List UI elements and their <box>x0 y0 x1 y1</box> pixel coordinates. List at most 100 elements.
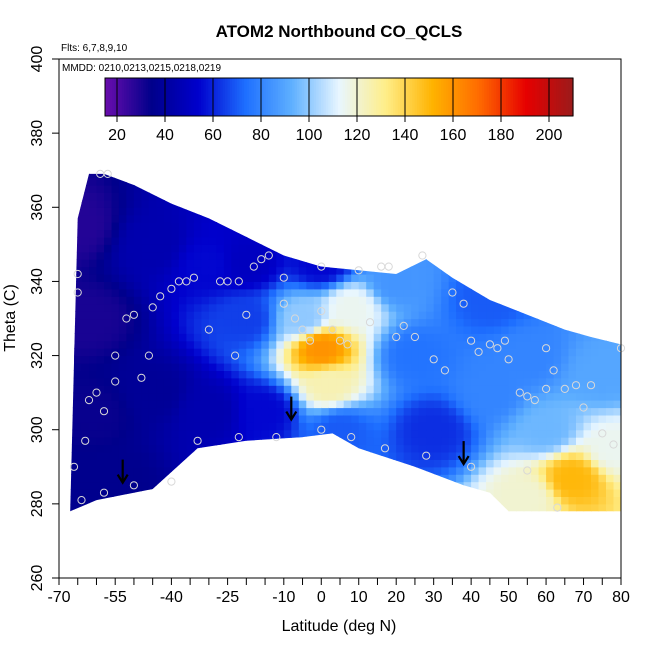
field-cell <box>516 288 525 297</box>
field-cell <box>366 392 375 401</box>
colorbar-tick-label: 140 <box>392 127 419 144</box>
field-cell <box>598 244 607 253</box>
field-cell <box>291 355 300 364</box>
y-tick-label: 400 <box>29 46 46 73</box>
field-cell <box>538 199 547 208</box>
field-cell <box>96 437 105 446</box>
field-cell <box>186 355 195 364</box>
field-cell <box>313 333 322 342</box>
field-cell <box>568 303 577 312</box>
field-cell <box>239 163 247 171</box>
field-cell <box>216 318 225 327</box>
field-cell <box>598 266 607 275</box>
field-cell <box>253 281 262 290</box>
field-cell <box>223 429 232 438</box>
field-cell <box>133 474 142 483</box>
field-cell <box>373 377 382 386</box>
field-cell <box>456 340 465 349</box>
field-cell <box>448 318 457 327</box>
field-cell <box>81 400 90 409</box>
field-cell <box>89 414 98 423</box>
field-cell <box>433 288 442 297</box>
field-cell <box>553 333 562 342</box>
field-cell <box>501 177 510 186</box>
field-cell <box>508 422 517 431</box>
field-cell <box>313 311 322 320</box>
field-cell <box>418 333 427 342</box>
field-cell <box>268 363 277 371</box>
field-cell <box>306 259 315 268</box>
field-cell <box>96 229 105 238</box>
field-cell <box>70 214 75 223</box>
field-cell <box>516 214 525 223</box>
field-cell <box>118 199 127 208</box>
field-cell <box>531 355 540 364</box>
field-cell <box>193 348 202 357</box>
field-cell <box>70 222 75 231</box>
field-cell <box>156 459 165 468</box>
field-cell <box>283 325 292 334</box>
field-cell <box>74 325 83 334</box>
field-cell <box>141 288 150 297</box>
field-cell <box>531 370 540 379</box>
field-cell <box>508 385 517 394</box>
field-cell <box>418 325 427 334</box>
field-cell <box>568 452 577 460</box>
colorbar-segment <box>472 78 476 116</box>
colorbar-segment <box>541 78 545 116</box>
field-cell <box>178 173 187 179</box>
colorbar-segment <box>539 78 543 116</box>
field-cell <box>381 348 390 357</box>
field-cell <box>411 266 420 275</box>
field-cell <box>261 207 270 216</box>
field-cell <box>538 377 547 386</box>
field-cell <box>67 155 75 163</box>
field-cell <box>193 199 202 208</box>
field-cell <box>306 474 315 483</box>
field-cell <box>523 437 532 446</box>
field-cell <box>553 496 562 505</box>
field-cell <box>231 325 240 334</box>
field-cell <box>336 192 345 201</box>
field-cell <box>74 444 83 453</box>
field-cell <box>568 207 577 216</box>
field-cell <box>298 348 307 357</box>
field-cell <box>358 177 367 186</box>
field-cell <box>171 481 180 490</box>
field-cell <box>621 467 629 475</box>
field-cell <box>366 318 375 327</box>
field-cell <box>598 236 607 245</box>
observation-point <box>422 451 431 460</box>
field-cell <box>133 363 142 371</box>
field-cell <box>253 444 262 453</box>
field-cell <box>178 214 187 223</box>
field-cell <box>231 214 240 223</box>
field-cell <box>186 163 194 171</box>
field-cell <box>508 259 517 268</box>
field-cell <box>434 511 442 519</box>
field-cell <box>283 437 292 446</box>
observation-point <box>347 433 356 442</box>
field-cell <box>531 303 540 312</box>
field-cell <box>583 370 592 379</box>
field-cell <box>508 229 517 238</box>
field-cell <box>516 229 525 238</box>
field-cell <box>193 496 202 505</box>
field-cell <box>193 377 202 386</box>
field-cell <box>583 363 592 371</box>
field-cell <box>231 207 240 216</box>
observation-point <box>305 336 315 345</box>
field-cell <box>478 496 487 505</box>
field-cell <box>568 474 577 483</box>
field-cell <box>568 385 577 394</box>
field-cell <box>418 318 427 327</box>
field-cell <box>126 325 135 334</box>
field-cell <box>74 222 83 231</box>
field-cell <box>351 325 360 334</box>
field-cell <box>133 214 142 223</box>
field-cell <box>268 377 277 386</box>
field-cell <box>193 422 202 431</box>
field-cell <box>516 474 525 483</box>
field-cell <box>561 363 570 371</box>
field-cell <box>584 511 592 519</box>
